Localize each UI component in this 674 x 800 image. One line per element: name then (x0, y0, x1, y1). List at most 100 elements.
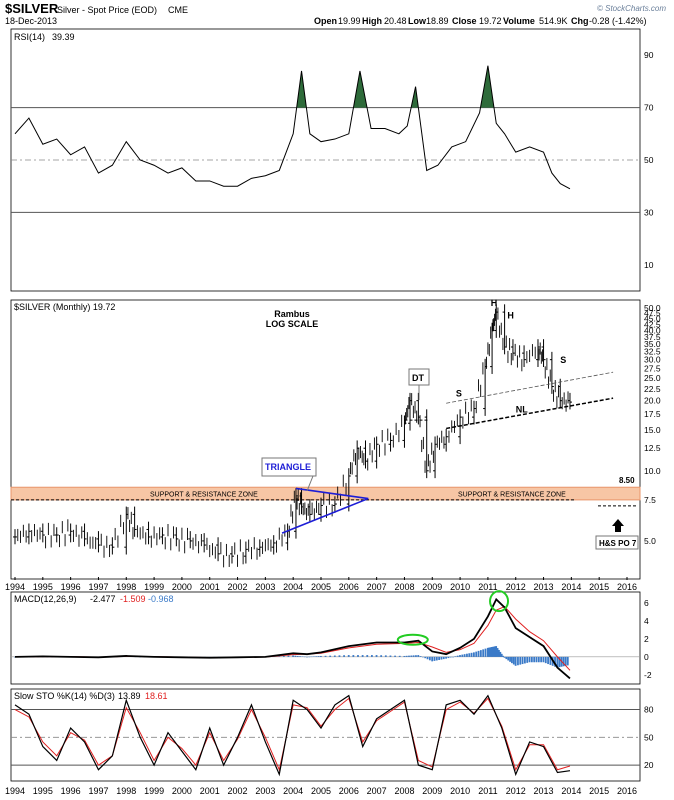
year-label: 1999 (144, 582, 164, 592)
rsi-overbought-fill (411, 86, 419, 108)
macd-hist-bar (419, 656, 422, 657)
macd-hist-bar (549, 656, 552, 665)
macd-hist-bar (375, 655, 378, 657)
price-ytick: 10.0 (644, 466, 661, 476)
rsi-legend-key: RSI(14) (14, 32, 45, 42)
price-legend: $SILVER (Monthly) 19.72 (14, 302, 115, 312)
sto-k-value: 13.89 (118, 691, 141, 701)
macd-hist-bar (473, 652, 475, 657)
macd-hist-bar (505, 656, 508, 660)
triangle-upper-line (295, 487, 369, 500)
macd-hist-bar (528, 656, 531, 663)
macd-ytick: 4 (644, 616, 649, 626)
macd-hist-bar (461, 654, 464, 657)
macd-hist-bar (509, 656, 511, 662)
chg-value: -0.28 (-1.42%) (589, 16, 647, 26)
macd-hist-bar (540, 656, 543, 663)
macd-hist-bar (278, 656, 281, 657)
macd-hist-bar (394, 655, 396, 657)
macd-hist-bar (431, 656, 434, 662)
macd-hist-bar (417, 655, 420, 657)
macd-highlight-circle (489, 590, 510, 613)
macd-hist-bar (452, 656, 454, 658)
macd-hist-bar (412, 655, 415, 657)
rsi-plot: 10 30 50 70 90 (11, 50, 654, 270)
year-label-bottom: 2015 (589, 786, 609, 796)
macd-hist-bar (442, 656, 445, 660)
year-label-bottom: 2000 (172, 786, 192, 796)
macd-hist-bar (499, 651, 502, 657)
sto-k-line (14, 694, 571, 777)
price-plot: SUPPORT & RESISTANCE ZONE SUPPORT & RESIS… (10, 298, 661, 568)
support-zone-label-right: SUPPORT & RESISTANCE ZONE (458, 492, 566, 499)
volume-value: 514.9K (539, 16, 568, 26)
rsi-overbought-fill (480, 65, 494, 108)
macd-hist-bar (313, 656, 315, 657)
triangle-label: TRIANGLE (265, 462, 311, 472)
year-label-bottom: 2004 (283, 786, 303, 796)
year-label: 2002 (228, 582, 248, 592)
year-label: 1998 (116, 582, 136, 592)
year-label: 2003 (255, 582, 275, 592)
year-label: 2010 (450, 582, 470, 592)
macd-hist-bar (449, 656, 452, 658)
macd-hist-bar (398, 655, 401, 657)
price-ytick: 37.5 (644, 332, 661, 342)
year-label: 1995 (33, 582, 53, 592)
macd-hist-bar (422, 656, 424, 658)
macd-hist-bar (526, 656, 529, 663)
macd-panel-frame (10, 591, 641, 685)
target-label: H&S PO 7 (599, 539, 637, 548)
macd-hist-bar (303, 656, 306, 658)
macd-hist-bar (14, 656, 16, 658)
year-label: 2013 (534, 582, 554, 592)
year-label-bottom: 1998 (116, 786, 136, 796)
exchange-label: CME (168, 5, 188, 15)
year-label-bottom: 2003 (255, 786, 275, 796)
low-value: 18.89 (426, 16, 449, 26)
macd-hist-bar (426, 656, 429, 660)
high-label: High (362, 16, 382, 26)
price-ytick: 7.5 (644, 495, 656, 505)
target-arrow (612, 519, 624, 532)
year-label-bottom: 2011 (478, 786, 497, 796)
year-label: 2014 (561, 582, 581, 592)
price-ytick: 22.5 (644, 384, 661, 394)
neckline (446, 397, 614, 430)
macd-hist-bar (433, 656, 436, 661)
macd-hist-bar (329, 655, 332, 657)
macd-hist-bar (500, 653, 503, 657)
macd-hist-bar (535, 656, 538, 663)
macd-hist-bar (308, 656, 311, 658)
macd-ytick: 6 (644, 598, 649, 608)
year-label-bottom: 2010 (450, 786, 470, 796)
macd-hist-bar (470, 652, 473, 657)
year-label: 1997 (88, 582, 108, 592)
macd-hist-bar (511, 656, 513, 664)
macd-hist-bar (466, 653, 468, 657)
macd-hist-bar (352, 655, 355, 657)
macd-value: -2.477 (90, 594, 116, 604)
year-label: 1994 (5, 582, 25, 592)
year-label-bottom: 2009 (422, 786, 442, 796)
macd-hist-bar (380, 655, 383, 657)
log-scale-label: LOG SCALE (266, 319, 319, 329)
macd-ytick: -2 (644, 670, 652, 680)
shoulder-label: S (456, 389, 462, 399)
macd-hist-bar (519, 656, 522, 665)
macd-hist-bar (495, 646, 498, 657)
macd-hist-bar (357, 655, 359, 657)
year-label: 2007 (367, 582, 387, 592)
macd-hist-bar (454, 656, 457, 657)
macd-hist-bar (405, 655, 408, 657)
sto-ytick: 20 (644, 760, 654, 770)
sto-d-value: 18.61 (145, 691, 168, 701)
sto-legend-key: Slow STO %K(14) %D(3) (14, 691, 115, 701)
year-label-bottom: 2014 (561, 786, 581, 796)
macd-hist-bar (468, 653, 471, 657)
sto-ytick: 80 (644, 705, 654, 715)
macd-hist-bar (463, 654, 466, 657)
brand-logo: © StockCharts.com (597, 4, 666, 13)
macd-hist-bar (542, 656, 545, 663)
